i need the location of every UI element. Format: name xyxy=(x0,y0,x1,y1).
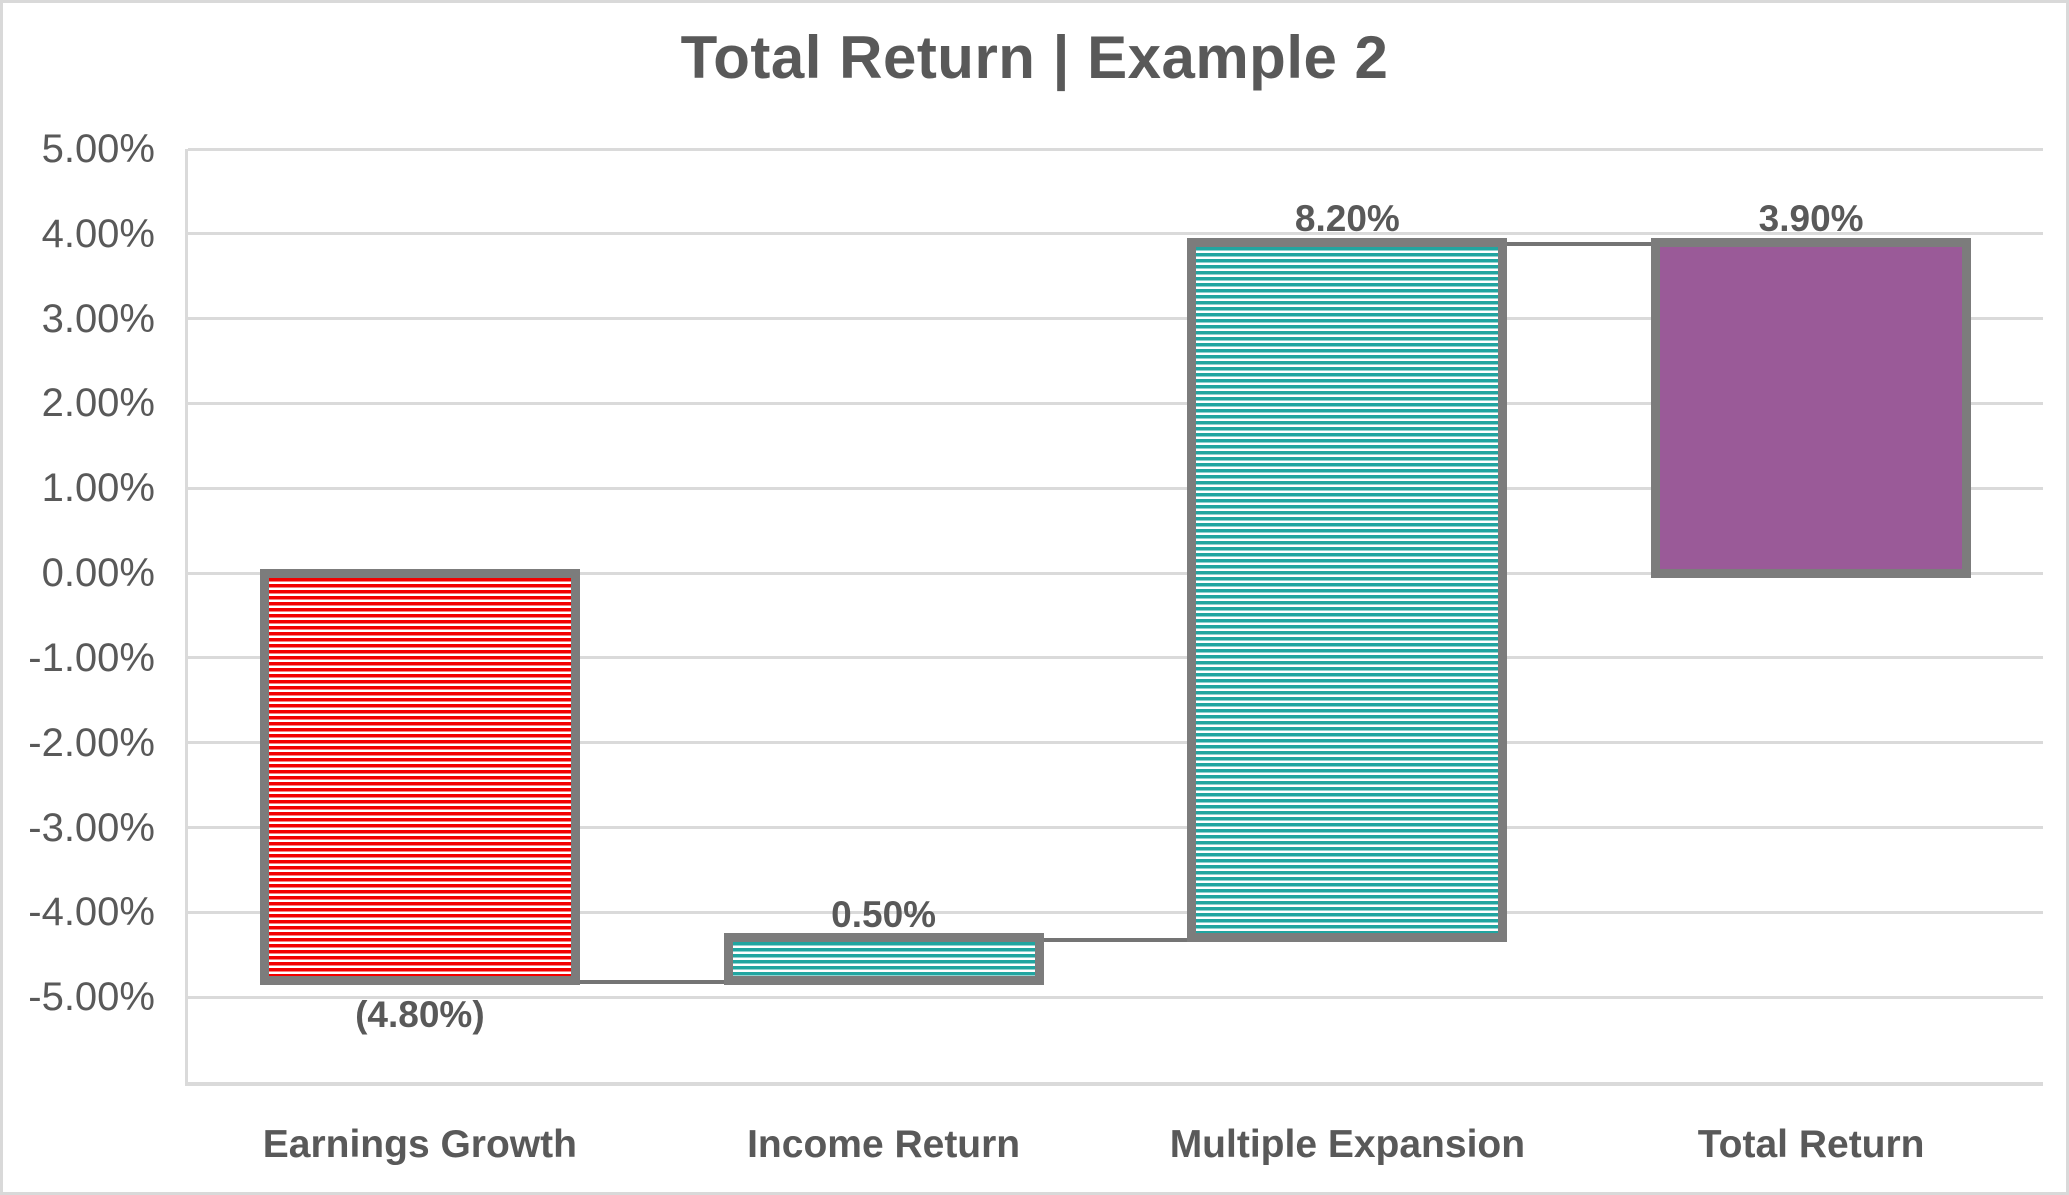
gridline xyxy=(188,147,2043,151)
gridline xyxy=(188,571,2043,575)
gridline xyxy=(188,232,2043,236)
connector-line xyxy=(1507,242,1652,247)
bar-income-return[interactable] xyxy=(723,933,1044,985)
gridline xyxy=(188,401,2043,405)
plot-area: (4.80%) 0.50% 8.20% 3.90% xyxy=(185,147,2043,1086)
bar-total-return[interactable] xyxy=(1651,237,1972,578)
gridline xyxy=(188,910,2043,914)
data-label-income-return: 0.50% xyxy=(831,893,937,935)
gridline xyxy=(188,656,2043,660)
y-tick-label: 1.00% xyxy=(41,466,155,511)
y-tick-label: -1.00% xyxy=(28,635,155,680)
gridline xyxy=(188,486,2043,490)
y-tick-label: 2.00% xyxy=(41,381,155,426)
y-tick-label: 3.00% xyxy=(41,296,155,341)
category-label-income-return: Income Return xyxy=(747,1123,1021,1166)
bar-multiple-expansion[interactable] xyxy=(1187,237,1508,943)
data-label-multiple-expansion: 8.20% xyxy=(1294,198,1400,240)
gridline xyxy=(188,826,2043,830)
gridline xyxy=(188,741,2043,745)
y-tick-label: 4.00% xyxy=(41,211,155,256)
gridline xyxy=(188,995,2043,999)
y-tick-label: -4.00% xyxy=(28,890,155,935)
category-label-multiple-expansion: Multiple Expansion xyxy=(1169,1123,1526,1166)
y-tick-label: 0.00% xyxy=(41,551,155,596)
y-tick-label: 5.00% xyxy=(41,127,155,171)
data-label-earnings-growth: (4.80%) xyxy=(355,994,485,1036)
bar-earnings-growth[interactable] xyxy=(259,568,580,985)
chart-title: Total Return | Example 2 xyxy=(680,24,1389,91)
category-label-earnings-growth: Earnings Growth xyxy=(262,1123,577,1166)
data-label-total-return: 3.90% xyxy=(1758,198,1864,240)
category-label-total-return: Total Return xyxy=(1697,1123,1925,1166)
connector-line xyxy=(579,980,724,985)
y-tick-label: -5.00% xyxy=(28,975,155,1020)
y-tick-label: -3.00% xyxy=(28,805,155,850)
connector-line xyxy=(1043,937,1188,942)
y-tick-label: -2.00% xyxy=(28,720,155,765)
gridline xyxy=(188,317,2043,321)
